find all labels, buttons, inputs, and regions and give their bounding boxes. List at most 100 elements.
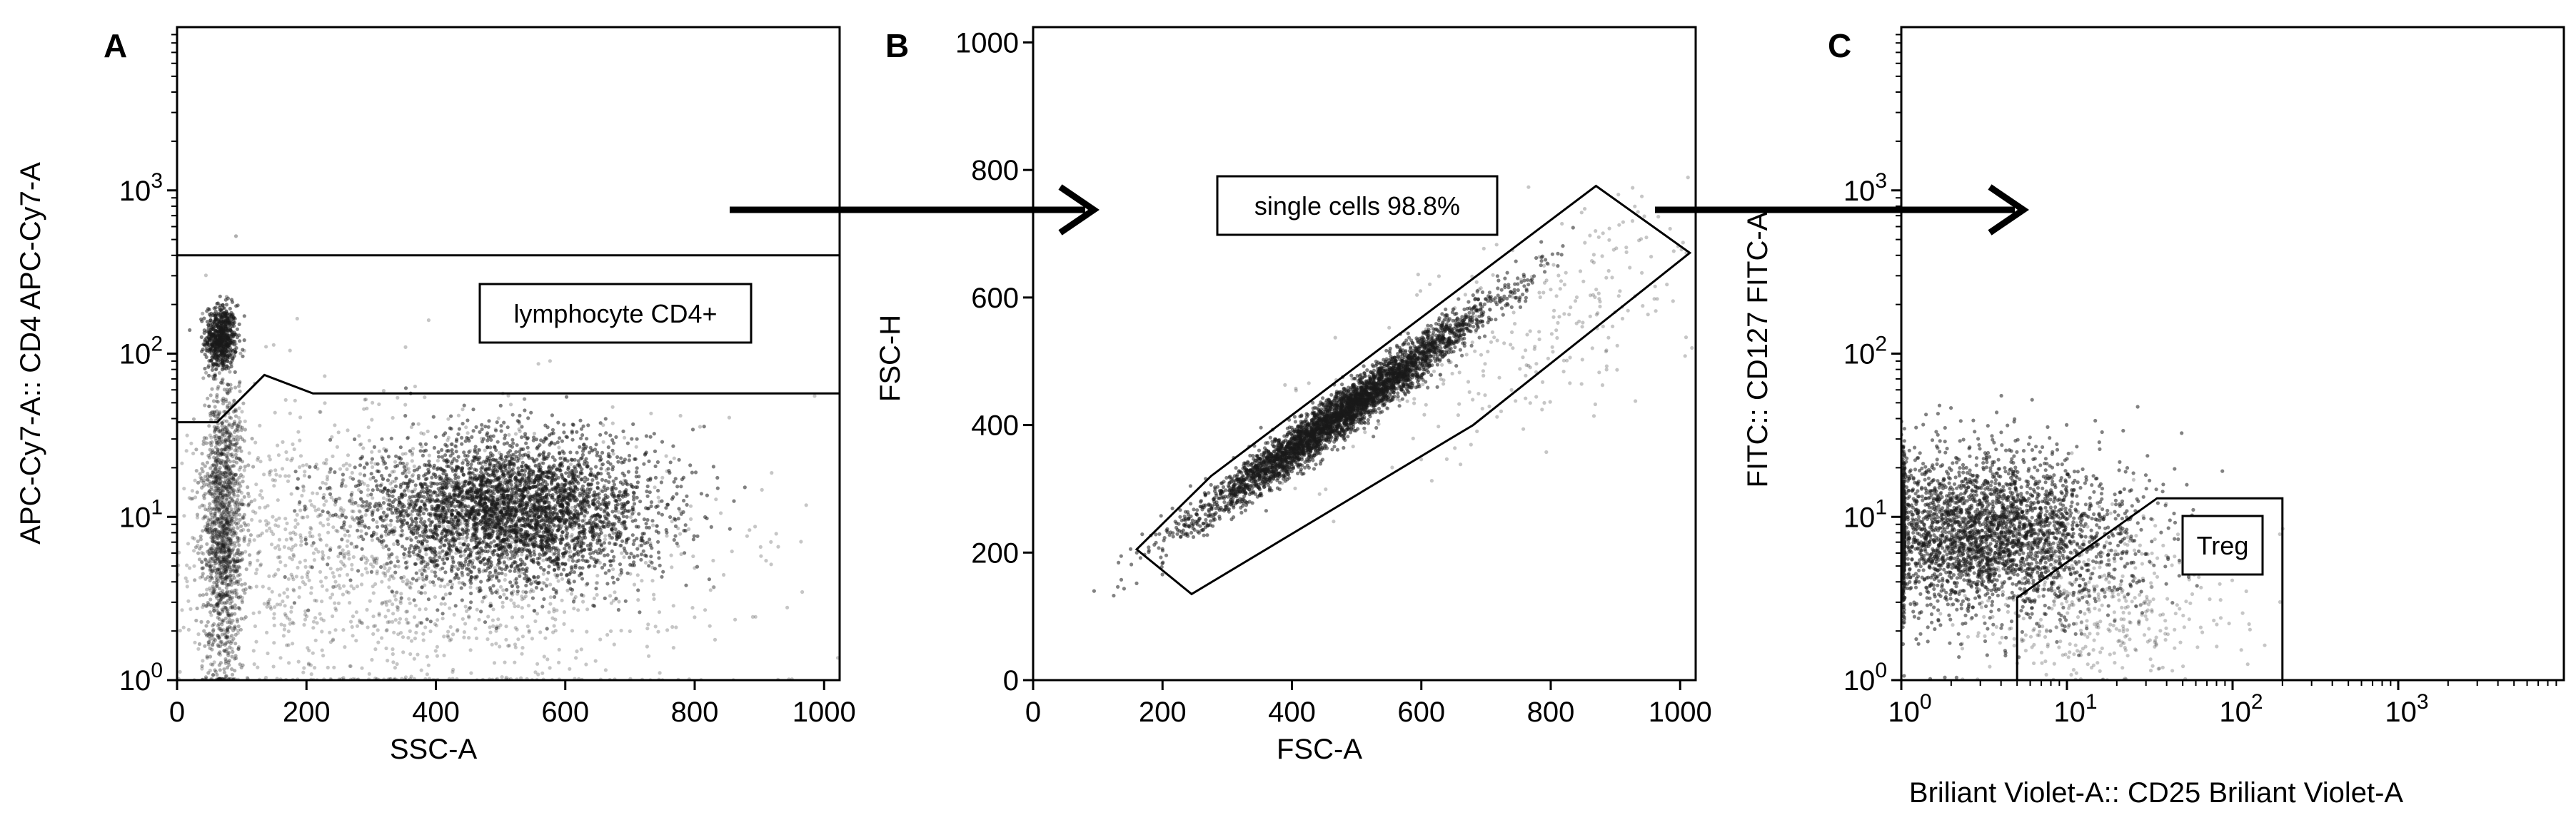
event-point [418, 520, 423, 524]
event-point [650, 519, 655, 523]
event-point [388, 473, 392, 477]
event-point [210, 440, 214, 445]
event-point [660, 440, 665, 444]
event-point [682, 498, 686, 503]
event-point [219, 440, 223, 445]
event-point [530, 596, 535, 600]
event-point [238, 380, 242, 384]
event-point [223, 542, 227, 547]
event-point [466, 462, 470, 467]
event-point [217, 663, 221, 667]
event-point [233, 560, 237, 565]
event-point [201, 494, 206, 498]
event-point [224, 399, 228, 404]
event-point [623, 599, 628, 603]
event-point [219, 570, 223, 575]
event-point [204, 370, 208, 375]
event-point [688, 463, 693, 467]
event-point [565, 518, 569, 522]
event-point [507, 525, 512, 530]
event-point [233, 333, 238, 337]
event-point [603, 508, 607, 512]
event-point [462, 563, 467, 567]
event-point [216, 579, 221, 584]
event-point [224, 346, 228, 350]
event-point [233, 342, 238, 346]
event-point [647, 459, 651, 464]
event-point [207, 404, 211, 408]
event-point [481, 548, 485, 553]
event-point [612, 482, 617, 487]
event-point [234, 345, 238, 350]
event-point [218, 473, 223, 477]
event-point [225, 382, 229, 386]
event-point [461, 542, 466, 546]
event-point [443, 431, 448, 435]
event-point [237, 322, 241, 326]
event-point [209, 512, 213, 517]
event-point [236, 556, 240, 560]
event-point [205, 542, 209, 546]
event-point [222, 667, 226, 672]
event-point [221, 619, 226, 623]
event-point [213, 638, 218, 642]
event-point [224, 322, 228, 327]
event-point [248, 533, 253, 537]
event-point [505, 596, 509, 600]
event-point [204, 562, 208, 567]
event-point [432, 466, 436, 470]
event-point [595, 486, 600, 490]
event-point [225, 589, 230, 594]
event-point [220, 518, 224, 522]
event-point [454, 572, 458, 577]
event-point [635, 547, 640, 551]
event-point [216, 334, 221, 338]
event-point [210, 530, 214, 534]
event-point [528, 486, 533, 490]
event-point [223, 447, 228, 452]
event-point [223, 438, 228, 442]
event-point [212, 527, 216, 532]
event-point [228, 472, 232, 476]
event-point [625, 515, 629, 519]
event-point [413, 562, 418, 566]
event-point [403, 414, 408, 418]
event-point [223, 298, 228, 302]
event-point [665, 502, 670, 507]
event-point [228, 370, 232, 374]
event-point [196, 551, 201, 555]
event-point [580, 467, 584, 472]
event-point [692, 534, 696, 538]
event-point [411, 527, 416, 531]
event-point [610, 549, 614, 554]
event-point [431, 415, 436, 419]
event-point [626, 470, 631, 474]
event-point [216, 644, 221, 649]
event-point [600, 565, 605, 570]
event-point [471, 471, 475, 475]
event-point [221, 315, 225, 320]
event-point [213, 475, 218, 479]
event-point [503, 463, 508, 468]
event-point [214, 475, 218, 479]
event-point [202, 316, 206, 320]
event-point [403, 386, 408, 390]
event-point [223, 501, 228, 505]
event-point [238, 572, 242, 577]
event-point [562, 422, 566, 427]
event-point [558, 436, 562, 440]
panel-a: A lymphocyte CD4+ 0 200 400 600 800 1000 1001… [15, 26, 856, 765]
event-point [664, 506, 668, 510]
event-point [246, 463, 251, 467]
event-point [435, 493, 439, 498]
event-point [461, 472, 466, 477]
event-point [215, 395, 219, 400]
event-point [215, 456, 219, 460]
event-point [211, 374, 215, 379]
event-point [211, 410, 215, 414]
panel-letter-a: A [104, 27, 127, 64]
event-point [216, 323, 221, 328]
event-point [225, 474, 229, 479]
event-point [631, 542, 635, 547]
event-point [202, 330, 206, 335]
